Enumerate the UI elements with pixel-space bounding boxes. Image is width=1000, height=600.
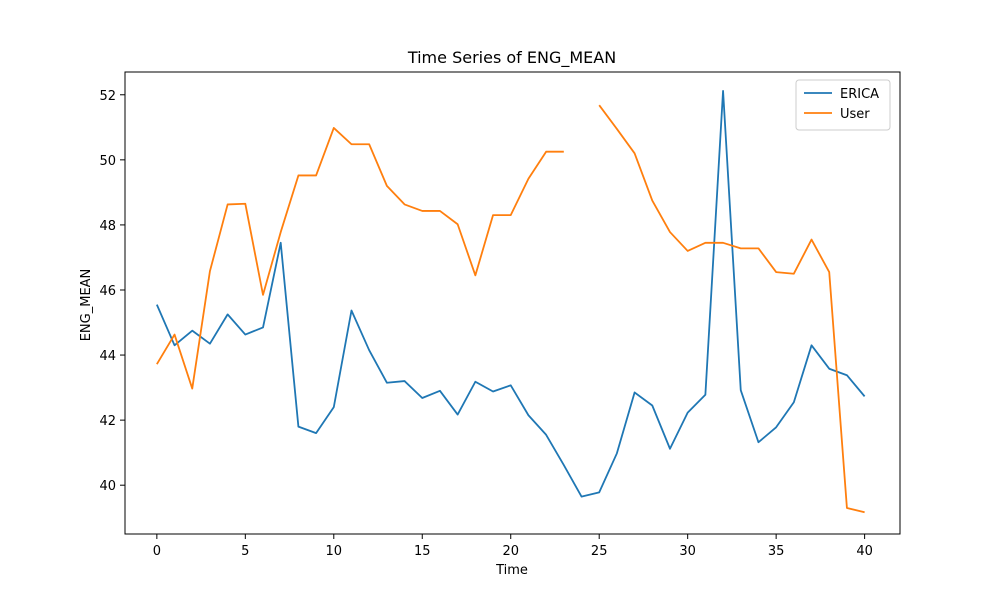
- x-tick-label: 15: [414, 544, 431, 559]
- x-axis: 0 5 10 15 20 25 30 35 40: [153, 534, 873, 559]
- legend-label-erica: ERICA: [840, 87, 879, 102]
- y-tick-label: 48: [99, 219, 116, 234]
- y-axis-label: ENG_MEAN: [79, 269, 94, 342]
- legend: ERICA User: [795, 79, 891, 131]
- y-tick-label: 52: [99, 89, 116, 104]
- plot-area: [124, 71, 901, 535]
- legend-label-user: User: [840, 107, 870, 122]
- y-tick-label: 44: [99, 349, 116, 364]
- x-tick-label: 30: [679, 544, 696, 559]
- x-axis-label: Time: [495, 563, 528, 578]
- series-line-erica: [156, 89, 866, 498]
- x-tick-label: 5: [241, 544, 249, 559]
- x-tick-label: 25: [591, 544, 608, 559]
- x-tick-label: 10: [326, 544, 343, 559]
- series-line-user: [156, 104, 865, 514]
- x-tick-label: 0: [153, 544, 161, 559]
- plot-background: [125, 72, 900, 534]
- x-tick-label: 35: [768, 544, 785, 559]
- y-tick-label: 50: [99, 154, 116, 169]
- chart-title: Time Series of ENG_MEAN: [407, 48, 616, 68]
- x-tick-label: 40: [856, 544, 873, 559]
- plot-frame: [124, 71, 901, 535]
- y-tick-label: 40: [99, 479, 116, 494]
- y-tick-label: 46: [99, 284, 116, 299]
- y-axis: 40 42 44 46 48 50 52: [99, 89, 125, 494]
- y-tick-label: 42: [99, 414, 116, 429]
- x-tick-label: 20: [502, 544, 519, 559]
- series-group: [156, 89, 866, 514]
